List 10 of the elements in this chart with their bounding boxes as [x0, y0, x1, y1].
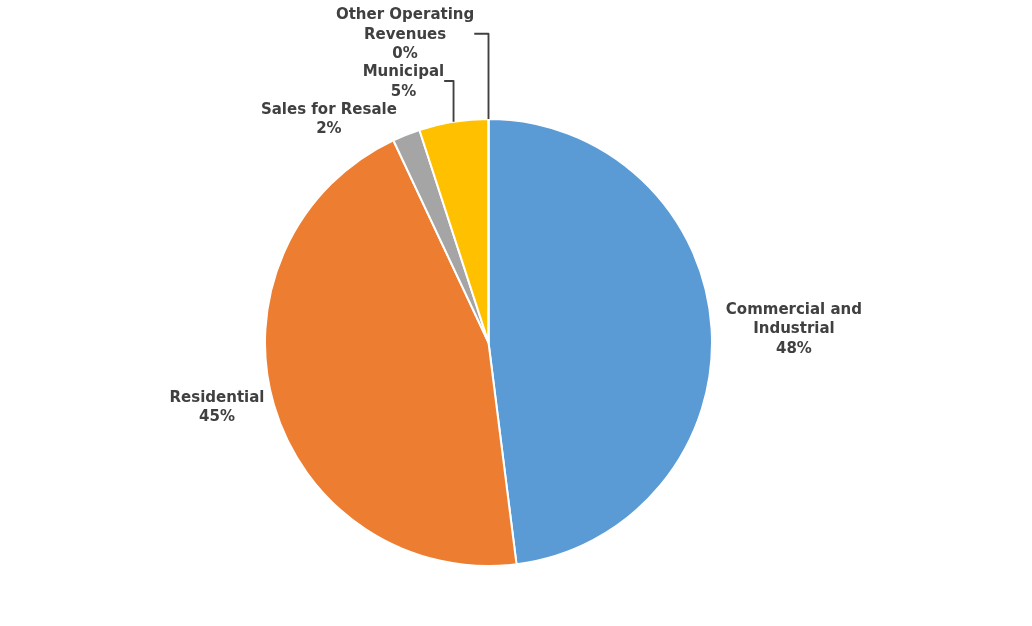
- data-label: 48%: [775, 338, 812, 357]
- data-label: 2%: [316, 119, 342, 138]
- category-label: Other Operating Revenues: [335, 5, 475, 43]
- data-label: 45%: [199, 407, 235, 426]
- slice-label: Sales for Resale: [260, 99, 397, 118]
- slice-label: Municipal: [362, 62, 445, 81]
- slice-label: Residential: [169, 387, 265, 406]
- slice-label: Commercial and Industrial: [725, 299, 863, 338]
- data-label: 5%: [390, 81, 417, 100]
- text: 0%: [392, 44, 418, 63]
